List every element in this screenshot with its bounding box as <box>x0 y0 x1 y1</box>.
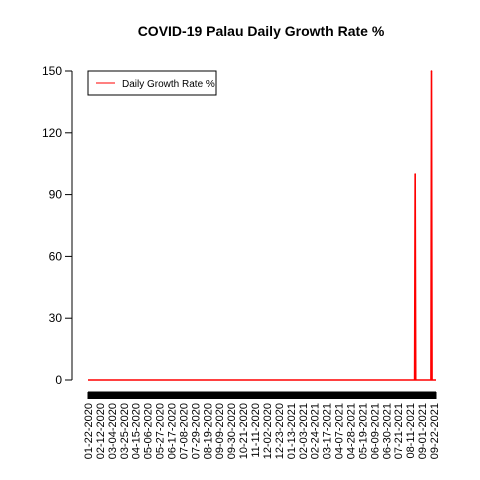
x-tick-label: 08-19-2020 <box>202 403 214 459</box>
x-tick-label: 10-21-2020 <box>238 403 250 459</box>
x-axis: 01-22-2020 02-12-2020 03-04-2020 03-25-2020… <box>83 392 441 459</box>
x-tick-label: 11-11-2020 <box>250 403 262 458</box>
x-tick-label: 07-29-2020 <box>190 403 202 459</box>
data-point-peak <box>431 70 433 72</box>
y-tick-label: 30 <box>49 311 63 325</box>
series-line <box>88 71 436 380</box>
data-point-peak <box>414 173 416 175</box>
x-tick-label: 06-30-2021 <box>381 403 393 459</box>
y-tick-label: 0 <box>55 373 62 387</box>
x-tick-label: 02-24-2021 <box>310 403 322 459</box>
x-tick-label: 03-25-2020 <box>119 403 131 459</box>
series-layer <box>88 70 436 380</box>
x-tick-label: 03-04-2020 <box>107 403 119 459</box>
x-tick-label: 02-12-2020 <box>95 403 107 459</box>
x-tick-label: 03-17-2021 <box>322 403 334 459</box>
x-tick-label: 09-22-2021 <box>429 403 441 459</box>
x-tick-label: 06-17-2020 <box>167 403 179 459</box>
legend: Daily Growth Rate % <box>88 71 216 95</box>
x-tick-label: 05-06-2020 <box>143 403 155 459</box>
chart-title: COVID-19 Palau Daily Growth Rate % <box>138 23 385 39</box>
x-tick-label: 06-09-2021 <box>369 403 381 459</box>
x-tick-label: 05-27-2020 <box>155 403 167 459</box>
x-tick-label: 08-11-2021 <box>405 403 417 458</box>
x-tick-label: 12-23-2020 <box>274 403 286 459</box>
x-tick-label: 09-09-2020 <box>214 403 226 459</box>
y-tick-label: 90 <box>49 188 63 202</box>
x-tick-label: 07-21-2021 <box>393 403 405 459</box>
x-tick-label: 01-22-2020 <box>83 403 95 459</box>
x-tick-label: 04-15-2020 <box>131 403 143 459</box>
x-tick-label: 09-30-2020 <box>226 403 238 459</box>
legend-label: Daily Growth Rate % <box>122 79 215 90</box>
y-axis: 0 30 60 90 120 150 <box>42 64 72 387</box>
x-tick-label: 04-07-2021 <box>334 403 346 459</box>
x-tick-label: 04-28-2021 <box>345 403 357 459</box>
x-tick-label: 05-19-2021 <box>357 403 369 459</box>
x-tick-label: 12-02-2020 <box>262 403 274 459</box>
y-tick-label: 150 <box>42 64 62 78</box>
x-tick-label: 07-08-2020 <box>178 403 190 459</box>
x-tick-label: 01-13-2021 <box>286 403 298 459</box>
y-tick-label: 60 <box>49 249 63 263</box>
x-tick-label: 02-03-2021 <box>298 403 310 459</box>
y-tick-label: 120 <box>42 126 62 140</box>
x-tick-label: 09-01-2021 <box>417 403 429 459</box>
